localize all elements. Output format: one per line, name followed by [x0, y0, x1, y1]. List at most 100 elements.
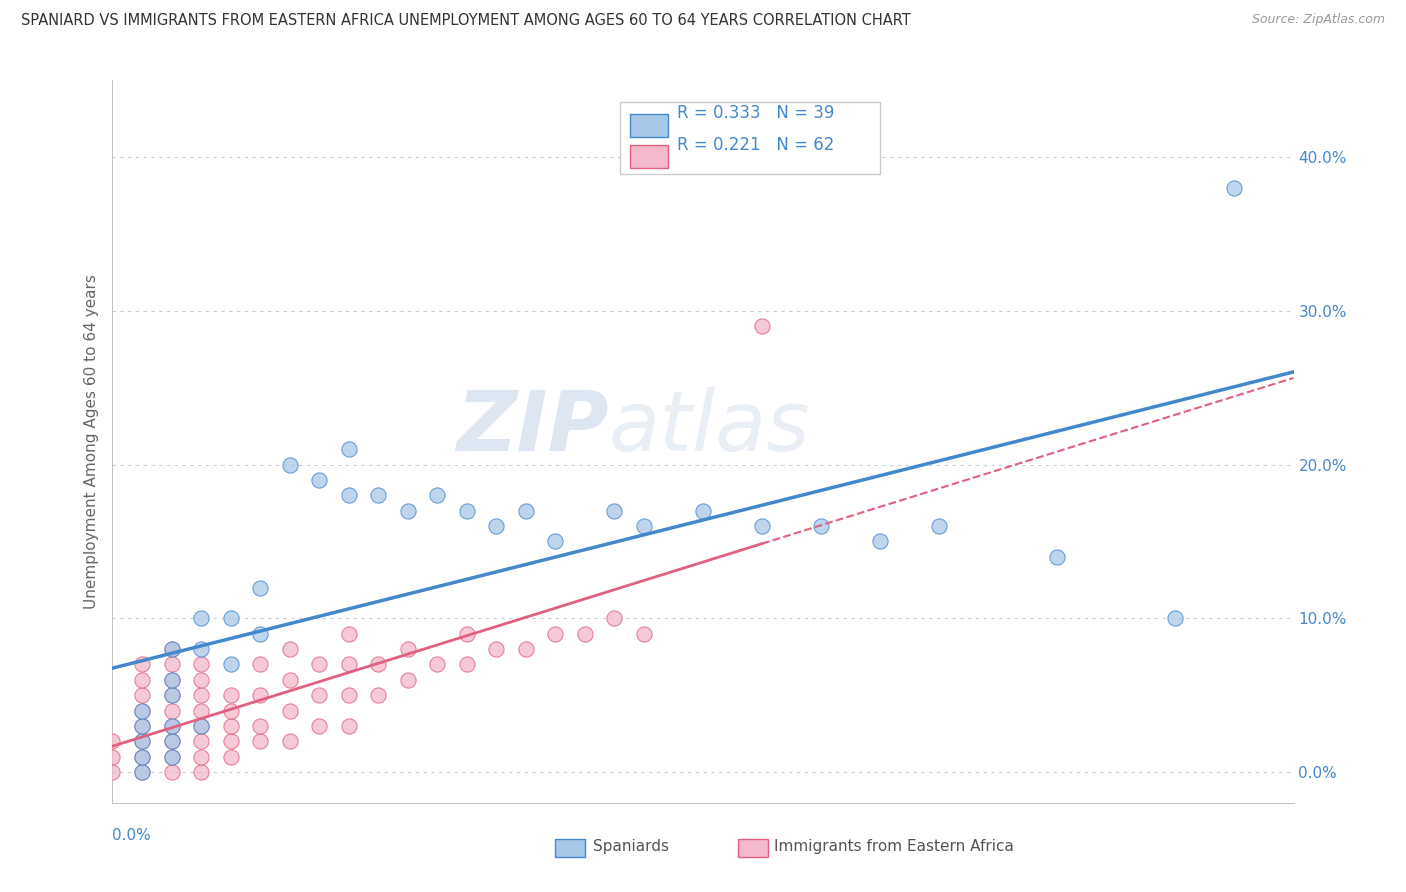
Point: [337, 488, 360, 502]
Point: [278, 642, 301, 657]
Point: [278, 704, 301, 718]
Point: [544, 534, 567, 549]
Point: [131, 657, 153, 672]
Point: [603, 504, 626, 518]
Text: R = 0.333   N = 39: R = 0.333 N = 39: [678, 103, 834, 122]
Point: [278, 734, 301, 748]
Point: [485, 519, 508, 533]
Point: [160, 749, 183, 764]
Point: [131, 688, 153, 702]
Point: [278, 673, 301, 687]
Point: [219, 719, 242, 733]
Point: [190, 673, 212, 687]
Point: [308, 719, 330, 733]
Point: [160, 719, 183, 733]
Point: [603, 611, 626, 625]
Point: [308, 688, 330, 702]
Point: [160, 642, 183, 657]
Point: [101, 749, 124, 764]
FancyBboxPatch shape: [630, 145, 668, 169]
Point: [367, 688, 389, 702]
Point: [515, 504, 537, 518]
Point: [219, 688, 242, 702]
Y-axis label: Unemployment Among Ages 60 to 64 years: Unemployment Among Ages 60 to 64 years: [83, 274, 98, 609]
Point: [751, 519, 773, 533]
Point: [1223, 181, 1246, 195]
Point: [190, 704, 212, 718]
FancyBboxPatch shape: [630, 113, 668, 136]
Point: [456, 626, 478, 640]
Text: ZIP: ZIP: [456, 386, 609, 467]
Point: [131, 704, 153, 718]
Point: [101, 765, 124, 780]
Point: [308, 473, 330, 487]
Point: [219, 704, 242, 718]
Text: 0.0%: 0.0%: [112, 828, 152, 843]
Point: [249, 734, 271, 748]
Point: [485, 642, 508, 657]
Point: [1046, 549, 1069, 564]
Point: [160, 688, 183, 702]
Point: [219, 749, 242, 764]
Point: [131, 749, 153, 764]
Point: [190, 611, 212, 625]
Point: [249, 688, 271, 702]
Point: [190, 688, 212, 702]
Point: [160, 734, 183, 748]
Point: [160, 673, 183, 687]
Point: [160, 657, 183, 672]
Point: [160, 734, 183, 748]
Point: [337, 688, 360, 702]
Text: R = 0.221   N = 62: R = 0.221 N = 62: [678, 136, 834, 154]
Point: [367, 657, 389, 672]
Point: [869, 534, 891, 549]
Point: [219, 657, 242, 672]
Point: [190, 734, 212, 748]
Point: [249, 657, 271, 672]
Point: [426, 488, 449, 502]
Point: [249, 719, 271, 733]
Point: [160, 642, 183, 657]
Point: [131, 749, 153, 764]
Text: atlas: atlas: [609, 386, 810, 467]
Point: [515, 642, 537, 657]
Point: [190, 765, 212, 780]
Point: [337, 719, 360, 733]
Point: [190, 657, 212, 672]
Point: [160, 688, 183, 702]
Text: Spaniards: Spaniards: [593, 838, 669, 854]
Point: [160, 704, 183, 718]
Text: SPANIARD VS IMMIGRANTS FROM EASTERN AFRICA UNEMPLOYMENT AMONG AGES 60 TO 64 YEAR: SPANIARD VS IMMIGRANTS FROM EASTERN AFRI…: [21, 13, 911, 29]
Point: [337, 442, 360, 457]
Point: [249, 626, 271, 640]
Point: [1164, 611, 1187, 625]
Point: [190, 719, 212, 733]
Point: [160, 765, 183, 780]
Point: [574, 626, 596, 640]
Point: [160, 673, 183, 687]
Point: [544, 626, 567, 640]
Point: [396, 673, 419, 687]
Point: [633, 626, 655, 640]
Point: [160, 749, 183, 764]
Point: [692, 504, 714, 518]
FancyBboxPatch shape: [620, 102, 880, 174]
Point: [219, 734, 242, 748]
Point: [928, 519, 950, 533]
Point: [131, 734, 153, 748]
Point: [426, 657, 449, 672]
Point: [131, 704, 153, 718]
Point: [396, 642, 419, 657]
FancyBboxPatch shape: [555, 838, 585, 857]
Point: [190, 719, 212, 733]
Point: [337, 626, 360, 640]
Point: [131, 719, 153, 733]
Point: [131, 765, 153, 780]
Text: Source: ZipAtlas.com: Source: ZipAtlas.com: [1251, 13, 1385, 27]
Point: [131, 765, 153, 780]
Point: [131, 734, 153, 748]
Point: [367, 488, 389, 502]
Point: [249, 581, 271, 595]
Point: [633, 519, 655, 533]
Text: Immigrants from Eastern Africa: Immigrants from Eastern Africa: [773, 838, 1014, 854]
